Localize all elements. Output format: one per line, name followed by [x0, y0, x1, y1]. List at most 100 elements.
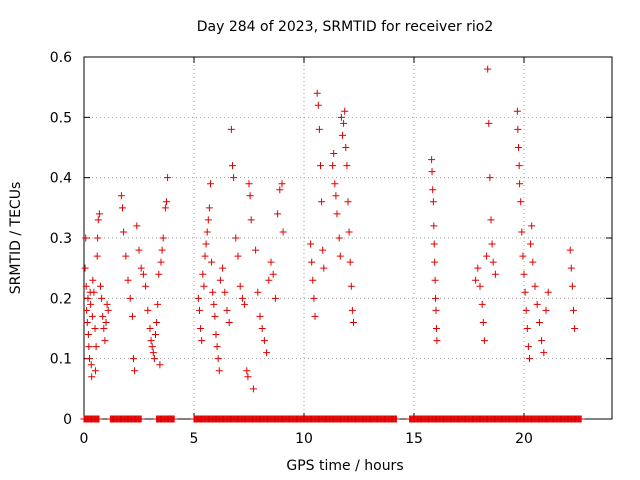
data-point [208, 258, 216, 266]
y-axis-ticks: 0 0.1 0.2 0.3 0.4 0.5 0.6 [50, 50, 612, 428]
data-point [88, 312, 96, 320]
data-point [311, 312, 319, 320]
data-point [429, 198, 437, 206]
y-tick-label: 0.1 [50, 352, 72, 368]
data-point [126, 294, 134, 302]
data-point [571, 325, 579, 332]
data-point [527, 240, 535, 248]
data-point [99, 312, 107, 320]
data-point [535, 318, 543, 326]
data-point [230, 174, 238, 182]
data-point [542, 306, 550, 314]
data-point [430, 240, 438, 248]
data-point [520, 270, 528, 278]
data-point [430, 222, 438, 230]
data-point [488, 240, 496, 248]
data-point [344, 198, 352, 206]
data-point [152, 331, 159, 339]
data-point [429, 186, 437, 194]
data-point [480, 337, 488, 345]
data-point [197, 325, 205, 332]
data-point [82, 282, 90, 290]
x-tick-label: 20 [515, 431, 533, 447]
data-point [256, 312, 264, 320]
data-point [210, 300, 218, 308]
data-point [104, 306, 112, 314]
x-tick-label: 0 [80, 431, 89, 447]
data-points [80, 65, 585, 423]
data-point [432, 306, 440, 314]
data-point [144, 306, 152, 314]
data-point [267, 258, 275, 266]
data-point [135, 246, 143, 254]
data-point [279, 228, 287, 236]
data-point [155, 270, 163, 278]
data-point [318, 198, 326, 206]
data-point [478, 300, 486, 308]
data-point [232, 234, 240, 242]
x-axis-label: GPS time / hours [286, 458, 403, 474]
data-point [528, 222, 536, 230]
data-point [229, 162, 236, 170]
data-point [276, 186, 284, 194]
data-point [345, 228, 353, 236]
data-point [157, 258, 165, 266]
data-point [83, 306, 91, 314]
data-point [479, 318, 487, 326]
data-point [432, 294, 440, 302]
data-point [81, 264, 89, 272]
data-point [484, 65, 492, 73]
y-tick-label: 0.6 [50, 50, 72, 66]
data-point [538, 337, 546, 345]
data-point [120, 228, 128, 236]
data-point [203, 228, 211, 236]
data-point [518, 228, 526, 236]
data-point [156, 361, 164, 369]
x-tick-label: 15 [405, 431, 423, 447]
data-point [350, 318, 357, 326]
data-point [103, 300, 111, 308]
data-point [533, 300, 541, 308]
data-point [133, 222, 141, 230]
data-point [202, 240, 210, 248]
data-point [84, 294, 92, 302]
y-tick-label: 0.4 [50, 171, 72, 187]
data-point [87, 300, 95, 308]
y-tick-label: 0.5 [50, 110, 72, 126]
data-point [514, 125, 522, 133]
data-point [131, 367, 139, 375]
data-point [346, 258, 354, 266]
data-point [544, 288, 552, 296]
data-point [164, 174, 172, 182]
data-point [343, 162, 351, 170]
data-point [252, 246, 260, 254]
y-tick-label: 0.3 [50, 231, 72, 247]
data-point [428, 168, 436, 176]
data-point [83, 318, 91, 326]
data-point [278, 180, 286, 188]
data-point [94, 234, 102, 242]
data-point [529, 258, 537, 266]
data-point [244, 373, 252, 381]
data-point [95, 210, 103, 218]
data-point [516, 180, 524, 188]
data-point [274, 210, 282, 218]
data-point [124, 276, 132, 284]
data-point [472, 276, 480, 284]
data-point [347, 282, 355, 290]
data-point [213, 343, 221, 351]
data-point [332, 192, 340, 200]
data-point [263, 349, 271, 357]
data-point [519, 252, 527, 260]
data-point [517, 198, 525, 206]
zero-data-point [137, 415, 145, 423]
data-point [216, 276, 224, 284]
data-point [476, 282, 484, 290]
data-point [241, 300, 249, 308]
x-tick-label: 5 [190, 431, 199, 447]
zero-data-point [392, 415, 400, 423]
data-point [339, 131, 346, 139]
data-point [271, 294, 279, 302]
data-point [336, 252, 344, 260]
data-point [87, 361, 95, 369]
